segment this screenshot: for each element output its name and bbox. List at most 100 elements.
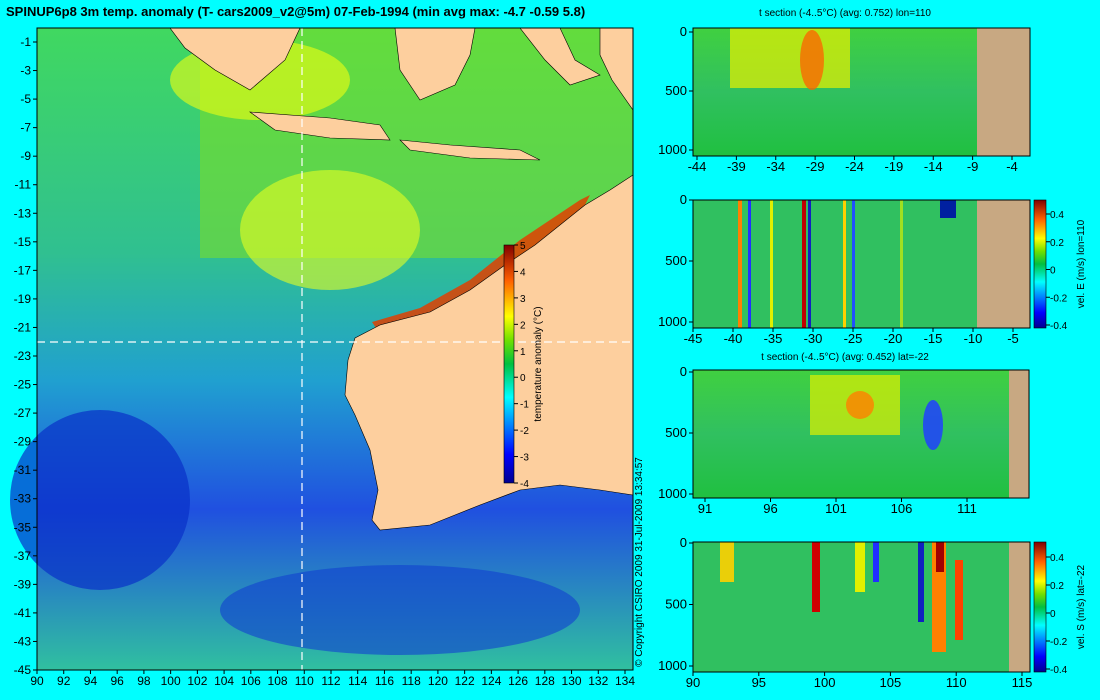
section-1-hot [800, 30, 824, 90]
map-colorbar-fill [503, 244, 515, 484]
section-1-x-tick-label: -29 [806, 159, 825, 174]
section-2-colorbar [1033, 199, 1047, 329]
map-y-tick-label: -9 [20, 149, 31, 163]
section-4-frame [692, 541, 1031, 673]
section-4-x-tick-label: 95 [752, 675, 766, 690]
map-y-tick-label: -13 [14, 206, 32, 220]
section-4-x-tick-label: 115 [1012, 675, 1033, 690]
map-colorbar-tick-label: 5 [520, 241, 526, 252]
section-1-x-tick-label: -44 [688, 159, 707, 174]
map-colorbar-ticks: 5 4 3 2 1 0 -1 -2 -3 -4 [514, 241, 529, 490]
map-y-tick-label: -45 [14, 663, 32, 677]
map-colorbar-tick-label: -3 [520, 453, 529, 464]
section-3-y-tick-label: 0 [680, 364, 687, 379]
section-2-frame [692, 199, 1031, 329]
section-2-y-tick-label: 0 [680, 192, 687, 207]
map-x-tick-label: 108 [268, 674, 288, 688]
section-4-colorbar-tick-label: 0.4 [1050, 553, 1064, 564]
section-1-x-tick-label: -24 [845, 159, 864, 174]
section-2-colorbar-tick-label: -0.4 [1050, 321, 1068, 332]
section-4-colorbar [1033, 541, 1047, 673]
section-2-x-axis: -45 -40 -35 -30 -25 -20 -15 -10 -5 [684, 328, 1019, 346]
map-colorbar-tick-label: -2 [520, 426, 529, 437]
section-1-x-tick-label: -39 [727, 159, 746, 174]
section-3-cold [923, 400, 943, 450]
map-y-tick-label: -23 [14, 349, 32, 363]
section-2-colorbar-tick-label: 0.4 [1050, 210, 1064, 221]
map-x-tick-label: 132 [588, 674, 608, 688]
map-colorbar-tick-label: 0 [520, 373, 526, 384]
map-x-tick-label: 94 [84, 674, 98, 688]
map-y-tick-label: -43 [14, 634, 32, 648]
map-y-tick-label: -3 [20, 64, 31, 78]
map-x-tick-label: 106 [241, 674, 261, 688]
section-1-title: t section (-4..5°C) (avg: 0.752) lon=110 [759, 8, 931, 19]
section-3-x-tick-label: 106 [891, 501, 913, 516]
section-3-x-tick-label: 111 [957, 501, 977, 516]
map-y-tick-label: -7 [20, 121, 31, 135]
map-y-tick-label: -33 [14, 492, 32, 506]
map-x-tick-label: 92 [57, 674, 71, 688]
map-land-java [248, 111, 391, 141]
map-colorbar: 5 4 3 2 1 0 -1 -2 -3 -4 temperature anomaly (°C) [503, 241, 544, 490]
section-3-title: t section (-4..5°C) (avg: 0.452) lat=-22 [761, 352, 929, 363]
section-2-colorbar-label: vel. E (m/s) lon=110 [1076, 219, 1087, 308]
map-y-tick-label: -37 [14, 549, 32, 563]
section-4-colorbar-label: vel. S (m/s) lat=-22 [1076, 564, 1087, 649]
map-colorbar-tick-label: 2 [520, 320, 526, 331]
map-x-tick-label: 124 [481, 674, 501, 688]
section-4-colorbar-tick-label: 0.2 [1050, 581, 1064, 592]
map-x-tick-label: 122 [455, 674, 475, 688]
map-y-tick-label: -15 [14, 235, 32, 249]
map-y-tick-label: -17 [14, 263, 32, 277]
map-y-axis: -1 -3 -5 -7 -9 -11 -13 -15 -17 -19 -21 -23 -25 -27 -29… [14, 35, 37, 677]
map-colorbar-tick-label: -1 [520, 400, 529, 411]
map-y-tick-label: -25 [14, 378, 32, 392]
section-4-x-tick-label: 90 [686, 675, 700, 690]
section-2-x-tick-label: -10 [964, 331, 983, 346]
map-y-tick-label: -19 [14, 292, 32, 306]
map-y-tick-label: -21 [14, 320, 32, 334]
section-3-x-tick-label: 96 [763, 501, 777, 516]
map-x-tick-label: 134 [615, 674, 635, 688]
map-land-nusa [399, 139, 541, 161]
map-x-tick-label: 90 [30, 674, 44, 688]
map-panel: 90 92 94 96 98 100 102 104 106 108 110 112 114 116 118… [10, 27, 635, 688]
section-3-y-tick-label: 500 [665, 425, 687, 440]
section-4-colorbar-tick-label: -0.4 [1050, 665, 1068, 676]
page-title: SPINUP6p8 3m temp. anomaly (T- cars2009_… [6, 4, 586, 19]
map-x-tick-label: 100 [161, 674, 181, 688]
section-4-x-axis: 90 95 100 105 110 115 [686, 672, 1033, 690]
section-2-colorbar-tick-label: -0.2 [1050, 293, 1068, 304]
map-x-tick-label: 112 [321, 674, 340, 688]
section-1-x-axis: -44 -39 -34 -29 -24 -19 -14 -9 -4 [688, 156, 1018, 174]
map-colorbar-tick-label: 3 [520, 294, 526, 305]
section-1-land [977, 28, 1030, 156]
section-2-colorbar-tick-label: 0 [1050, 266, 1056, 277]
map-x-tick-label: 102 [187, 674, 207, 688]
section-2-field [693, 200, 977, 328]
section-2-land [977, 200, 1030, 328]
section-3-x-axis: 91 96 101 106 111 [698, 498, 977, 516]
map-x-tick-label: 110 [295, 674, 314, 688]
section-4-colorbar-ticks: 0.4 0.2 0 -0.2 -0.4 [1046, 553, 1068, 676]
section-3-frame [692, 369, 1030, 499]
map-frame [36, 27, 634, 671]
section-4-colorbar-tick-label: -0.2 [1050, 637, 1068, 648]
map-land-australia [344, 174, 634, 531]
section-1-x-tick-label: -34 [766, 159, 785, 174]
section-4-x-tick-label: 105 [880, 675, 902, 690]
map-x-axis: 90 92 94 96 98 100 102 104 106 108 110 112 114 116 118… [30, 670, 635, 688]
section-1-x-tick-label: -4 [1006, 159, 1018, 174]
map-colorbar-tick-label: 1 [520, 347, 526, 358]
section-2-x-tick-label: -5 [1007, 331, 1019, 346]
section-4-y-tick-label: 500 [665, 597, 687, 612]
map-x-tick-label: 104 [214, 674, 234, 688]
section-2-y-tick-label: 500 [665, 253, 687, 268]
map-x-tick-label: 96 [111, 674, 125, 688]
section-2-y-axis: 0 500 1000 [658, 192, 693, 329]
map-y-tick-label: -11 [15, 178, 32, 192]
section-4-stripes [720, 542, 963, 652]
section-2-x-tick-label: -45 [684, 331, 703, 346]
